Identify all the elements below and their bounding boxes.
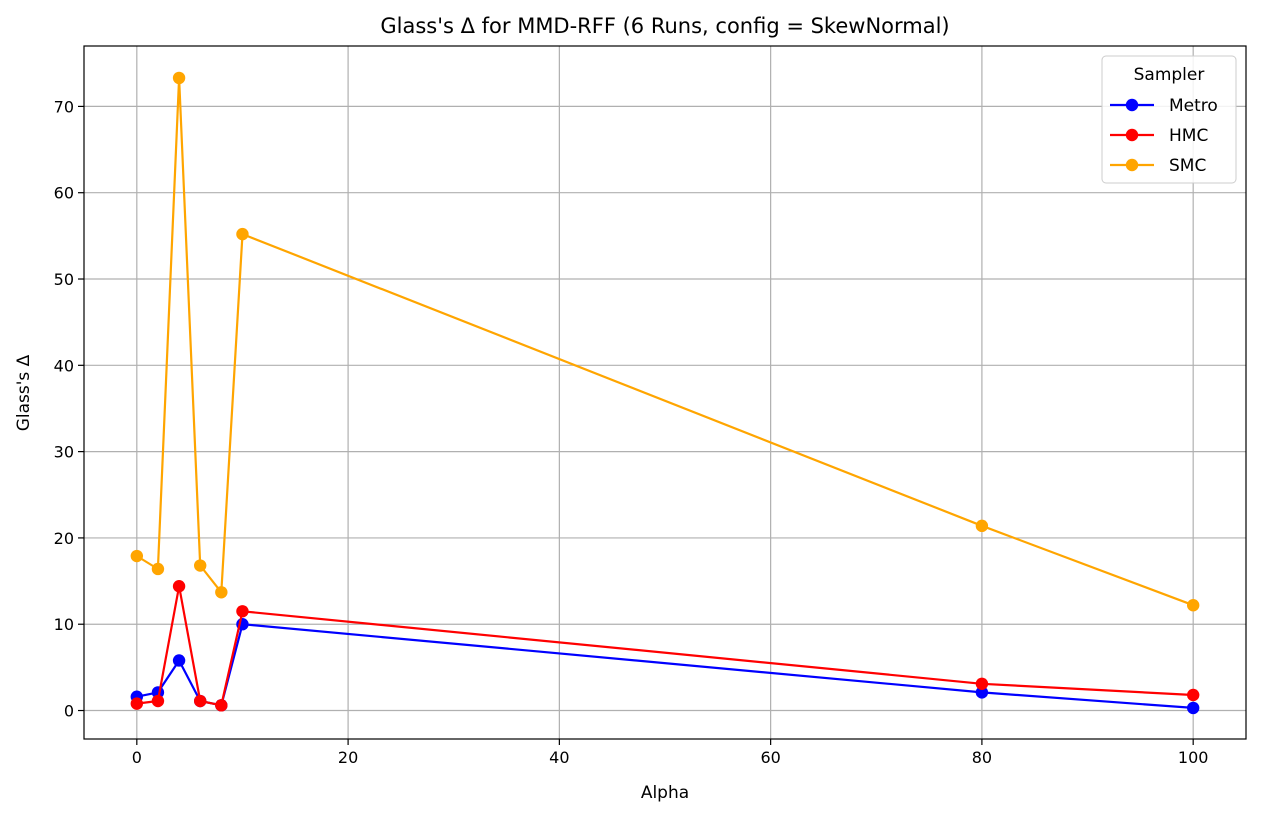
y-axis-label: Glass's Δ <box>14 354 34 431</box>
legend-label: Metro <box>1169 96 1218 116</box>
data-point-metro <box>1186 701 1200 715</box>
data-point-hmc <box>194 694 207 708</box>
series-hmc <box>130 580 1200 712</box>
data-point-smc <box>194 559 207 572</box>
x-tick-label: 40 <box>549 748 569 767</box>
data-point-smc <box>236 227 249 241</box>
data-point-smc <box>975 519 989 533</box>
legend-marker <box>1125 158 1139 172</box>
series-line-hmc <box>136 585 1194 707</box>
x-tick-label: 0 <box>132 748 142 767</box>
y-tick-label: 50 <box>54 270 74 289</box>
y-tick-label: 40 <box>54 356 74 375</box>
data-point-smc <box>130 549 144 563</box>
y-tick-label: 60 <box>54 184 74 203</box>
data-point-smc <box>215 586 228 599</box>
series-layer <box>130 71 1200 715</box>
y-tick-label: 10 <box>54 615 74 634</box>
legend-marker <box>1125 128 1139 142</box>
data-point-hmc <box>975 677 989 690</box>
legend-item-hmc: HMC <box>1110 126 1208 146</box>
chart-title: Glass's Δ for MMD-RFF (6 Runs, config = … <box>380 14 949 38</box>
x-axis-label: Alpha <box>641 783 689 803</box>
legend-item-smc: SMC <box>1110 156 1206 176</box>
legend-label: HMC <box>1169 126 1208 146</box>
legend-item-metro: Metro <box>1110 96 1218 116</box>
data-point-metro <box>172 654 186 667</box>
y-tick-label: 70 <box>54 97 74 116</box>
y-tick-label: 20 <box>54 529 74 548</box>
legend-box <box>1101 55 1237 184</box>
y-tick-label: 0 <box>64 702 74 721</box>
data-point-smc <box>172 71 186 85</box>
x-tick-label: 100 <box>1178 748 1209 767</box>
data-point-metro <box>975 686 989 699</box>
data-point-hmc <box>236 605 249 618</box>
data-point-hmc <box>1186 688 1200 702</box>
legend-title: Sampler <box>1134 65 1205 85</box>
x-tick-label: 80 <box>972 748 992 767</box>
legend-label: SMC <box>1169 156 1206 176</box>
x-tick-label: 20 <box>338 748 358 767</box>
y-tick-label: 30 <box>54 443 74 462</box>
data-point-hmc <box>215 699 228 712</box>
plot-frame <box>83 45 1247 740</box>
data-point-hmc <box>151 694 165 708</box>
data-point-hmc <box>130 697 144 710</box>
legend: Sampler Metro HMC SMC <box>1101 55 1237 184</box>
data-point-smc <box>151 562 165 576</box>
data-point-smc <box>1186 599 1200 612</box>
legend-marker <box>1125 98 1139 112</box>
series-line-smc <box>136 76 1194 607</box>
ticks: 0 20 40 60 80 100 0 10 20 30 40 50 60 70 <box>54 97 1209 767</box>
data-point-hmc <box>172 580 186 593</box>
x-tick-label: 60 <box>760 748 780 767</box>
series-smc <box>130 71 1200 612</box>
